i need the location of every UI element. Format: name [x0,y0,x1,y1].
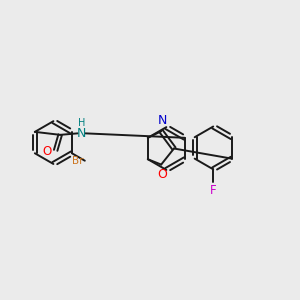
Text: N: N [77,127,86,140]
Text: F: F [210,184,217,196]
Text: H: H [78,118,85,128]
Text: O: O [158,168,167,181]
Text: Br: Br [72,156,83,166]
Text: N: N [158,114,167,127]
Text: O: O [43,145,52,158]
